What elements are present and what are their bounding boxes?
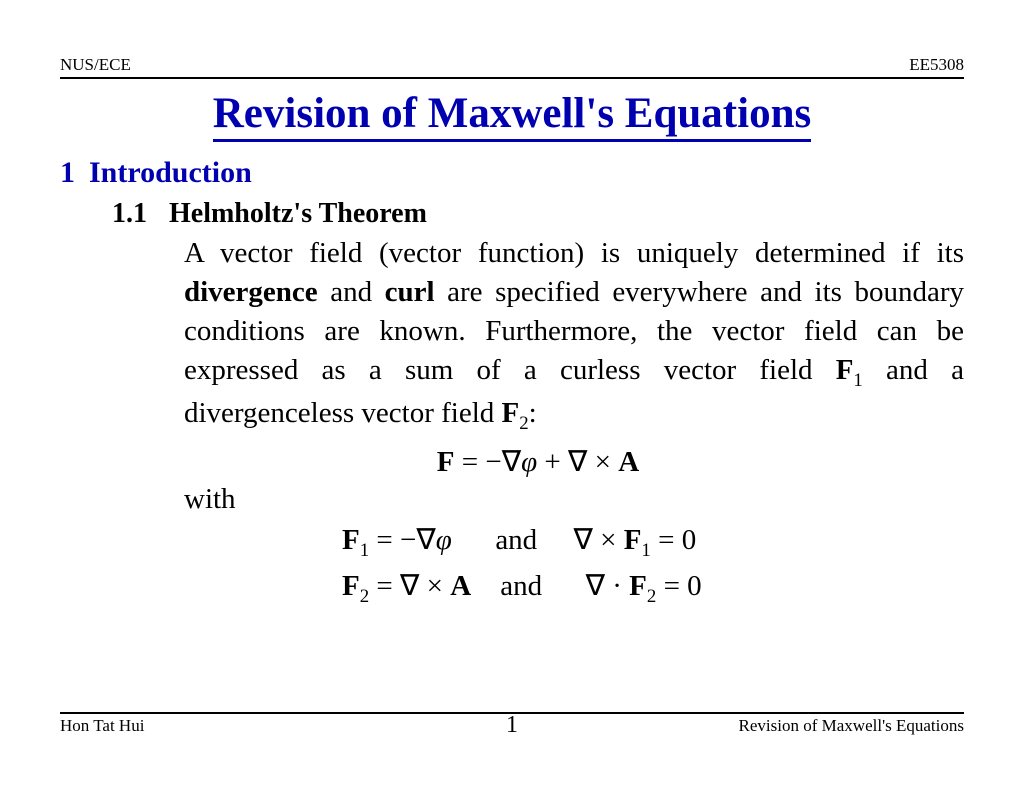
with-text: with (184, 483, 964, 516)
header-right: EE5308 (909, 55, 964, 75)
subsection-number: 1.1 (112, 198, 147, 230)
body-text-2: and (318, 276, 385, 308)
sub-2: 2 (519, 412, 528, 433)
top-bar: NUS/ECE EE5308 (60, 55, 964, 79)
header-left: NUS/ECE (60, 55, 131, 75)
sub-1: 1 (853, 370, 862, 391)
equation-f1: F1 = −∇φ and ∇ × F1 = 0 (342, 522, 964, 562)
page-number: 1 (506, 712, 518, 739)
vector-f2: F (502, 397, 520, 429)
subsection-header: 1.1 Helmholtz's Theorem (112, 198, 964, 230)
term-curl: curl (385, 276, 435, 308)
section-header: 1 Introduction (60, 156, 964, 190)
footer-left: Hon Tat Hui (60, 716, 144, 736)
equation-main: F = −∇φ + ∇ × A (112, 444, 964, 479)
footer-right: Revision of Maxwell's Equations (739, 716, 964, 736)
page-title: Revision of Maxwell's Equations (60, 89, 964, 138)
bottom-bar: Hon Tat Hui 1 Revision of Maxwell's Equa… (60, 712, 964, 736)
section-number: 1 (60, 156, 75, 190)
title-text: Revision of Maxwell's Equations (213, 90, 811, 142)
equation-f2: F2 = ∇ × A and ∇ · F2 = 0 (342, 568, 964, 608)
vector-f1: F (836, 354, 854, 386)
term-divergence: divergence (184, 276, 318, 308)
body-text-5: : (529, 397, 537, 429)
subsection-label: Helmholtz's Theorem (169, 198, 427, 230)
and-2: and (500, 570, 542, 602)
body-text-1: A vector field (vector function) is uniq… (184, 237, 964, 269)
section-label: Introduction (89, 156, 252, 190)
body-paragraph: A vector field (vector function) is uniq… (184, 234, 964, 436)
and-1: and (495, 524, 537, 556)
